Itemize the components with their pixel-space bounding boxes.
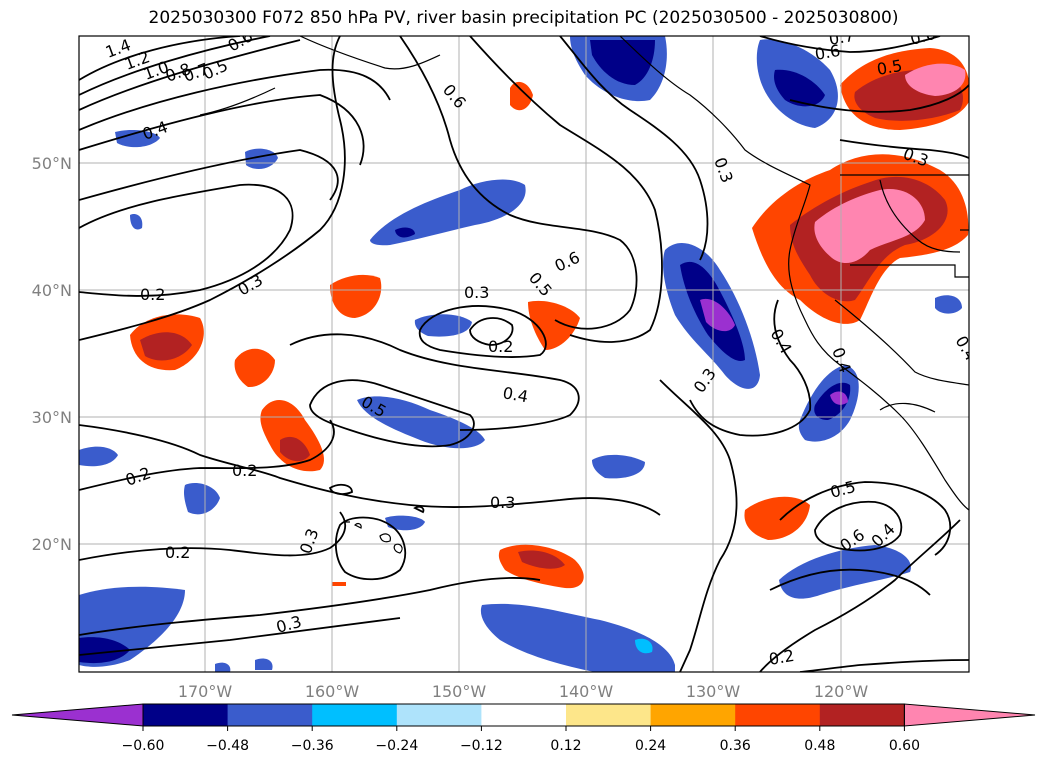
lat-tick-50n: 50°N (32, 154, 72, 173)
lat-tick-30n: 30°N (32, 408, 72, 427)
contour-label: 0.3 (490, 493, 515, 512)
colorbar-bin (312, 704, 398, 726)
lon-tick-140w: 140°W (559, 682, 614, 701)
positive-precip-shading (130, 48, 969, 589)
contour-label: 0.2 (488, 337, 513, 356)
contour-label: 0.4 (767, 326, 796, 358)
colorbar-bin (143, 704, 229, 726)
latitude-ticks: 50°N 40°N 30°N 20°N (32, 154, 72, 554)
contour-label: 0.6 (439, 80, 470, 112)
lon-tick-150w: 150°W (432, 682, 487, 701)
lat-tick-20n: 20°N (32, 535, 72, 554)
contour-label: 0.3 (690, 365, 720, 397)
colorbar-tick-label: 0.24 (635, 738, 666, 754)
contour-label: 0.3 (235, 270, 267, 299)
lon-tick-130w: 130°W (686, 682, 741, 701)
contour-label: 0.6 (552, 248, 583, 276)
colorbar-bin (819, 704, 905, 726)
colorbar-tick-label: −0.48 (206, 738, 249, 754)
colorbar-tick-label: −0.24 (375, 738, 418, 754)
colorbar-extend-max (903, 703, 1036, 727)
colorbar-bin (227, 704, 313, 726)
colorbar-bin (566, 704, 652, 726)
colorbar-tick-label: −0.36 (291, 738, 334, 754)
contour-label: 0.3 (464, 283, 489, 302)
contour-label: 0.3 (274, 612, 304, 637)
map-title: 2025030300 F072 850 hPa PV, river basin … (148, 8, 899, 28)
colorbar-frame (142, 703, 905, 727)
lat-tick-40n: 40°N (32, 281, 72, 300)
contour-label: 0.2 (165, 543, 190, 562)
contour-label: 0.4 (952, 333, 981, 365)
longitude-ticks: 170°W 160°W 150°W 140°W 130°W 120°W (178, 682, 869, 701)
contour-label: 0.4 (140, 117, 170, 144)
contour-label: 0.5 (875, 56, 903, 79)
contour-label: 0.2 (767, 646, 795, 669)
colorbar-bin (650, 704, 736, 726)
colorbar-bin (481, 704, 567, 726)
colorbar-tick-label: 0.12 (550, 738, 581, 754)
colorbar-bin (396, 704, 482, 726)
contour-label: 0.2 (140, 285, 165, 304)
colorbar-tick-label: 0.48 (804, 738, 835, 754)
colorbar-tick-label: 0.36 (720, 738, 751, 754)
contour-label: 0.5 (828, 477, 858, 502)
colorbar-tick-label: −0.60 (122, 738, 165, 754)
contour-label: 0.6 (813, 41, 841, 64)
contour-label: 0.3 (710, 155, 737, 185)
pv-contours (79, 36, 969, 672)
contour-label: 0.2 (232, 461, 257, 480)
contour-label: 0.4 (501, 383, 529, 406)
lon-tick-160w: 160°W (305, 682, 360, 701)
contour-label: 0.7 (827, 26, 855, 49)
contour-label: 0.2 (123, 463, 153, 490)
colorbar-extend-min (11, 703, 144, 727)
colorbar-tick-label: −0.12 (460, 738, 503, 754)
colorbar-bin (735, 704, 821, 726)
contour-label: 0.6 (225, 26, 257, 55)
lon-tick-120w: 120°W (814, 682, 869, 701)
coastlines (199, 36, 969, 511)
colorbar: −0.60 −0.48 −0.36 −0.24 −0.12 0.12 0.24 0.36 0.4… (11, 703, 1036, 754)
lon-tick-170w: 170°W (178, 682, 233, 701)
map-frame (78, 35, 970, 673)
contour-label: 0.5 (525, 268, 556, 300)
islands (345, 521, 403, 554)
colorbar-tick-label: 0.60 (889, 738, 920, 754)
